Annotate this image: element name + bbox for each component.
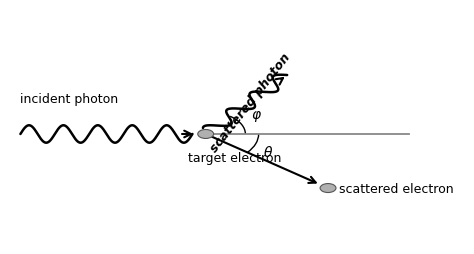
Circle shape <box>320 184 336 193</box>
Text: φ: φ <box>251 108 260 122</box>
Circle shape <box>198 130 214 139</box>
Text: incident photon: incident photon <box>20 93 118 106</box>
Text: scattered electron: scattered electron <box>339 182 454 195</box>
Text: scattered photon: scattered photon <box>207 51 292 155</box>
Text: θ: θ <box>264 146 273 160</box>
Text: target electron: target electron <box>188 152 282 165</box>
